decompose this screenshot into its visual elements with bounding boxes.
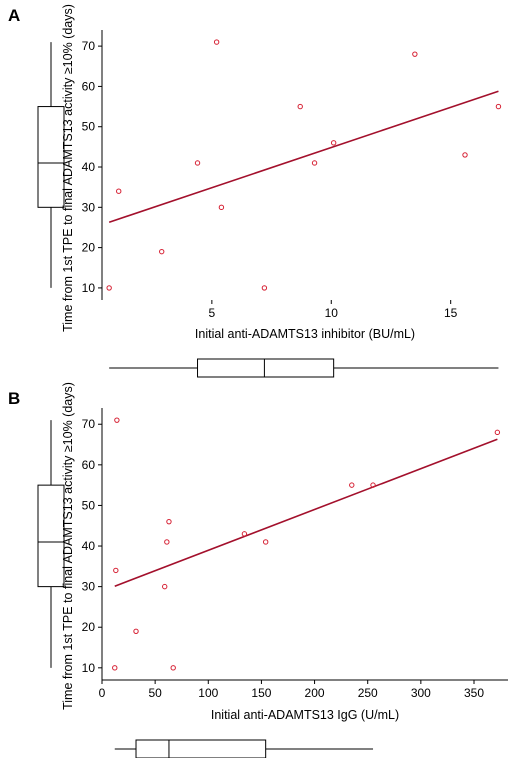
panel-a: A Time from 1st TPE to final ADAMTS13 ac… — [8, 4, 502, 378]
panel-b-label: B — [8, 389, 20, 408]
panel-a-data-point — [462, 152, 468, 158]
panel-b-x-tick-label: 350 — [464, 686, 484, 700]
panel-b-data-point — [133, 628, 139, 634]
panel-a-data-point — [330, 140, 337, 146]
panel-a-data-point — [159, 248, 165, 255]
panel-b-plot-area: 10 20 30 40 50 60 70 0 50 100 150 200 250 300 350 — [82, 408, 508, 700]
panel-b-data-point — [112, 665, 118, 671]
panel-a-y-tick-label: 30 — [82, 200, 96, 214]
panel-a-x-tick-label: 5 — [209, 306, 216, 320]
panel-b-y-tick-label: 60 — [82, 458, 96, 472]
panel-a-y-boxplot-box — [37, 106, 65, 208]
panel-b-data-point — [170, 665, 176, 671]
panel-a-data-point — [261, 285, 268, 291]
panel-a-y-tick-label: 10 — [82, 281, 96, 295]
panel-a-plot-area: 10 20 30 40 50 60 70 5 10 15 — [82, 30, 502, 320]
panel-a-x-boxplot — [109, 358, 499, 378]
panel-b-data-point — [241, 531, 248, 537]
panel-a-y-axis-title: Time from 1st TPE to final ADAMTS13 acti… — [61, 4, 75, 332]
panel-b-x-tick-label: 150 — [251, 686, 271, 700]
panel-a-regression-line — [108, 90, 499, 223]
panel-b-x-axis-title: Initial anti-ADAMTS13 IgG (U/mL) — [211, 708, 399, 722]
panel-a-data-point — [194, 160, 201, 166]
panel-b-data-point — [370, 482, 376, 488]
panel-b-x-boxplot — [114, 739, 374, 759]
panel-a-y-tick-label: 20 — [82, 241, 96, 255]
panel-b-y-tick-label: 70 — [82, 417, 96, 431]
panel-b-x-boxplot-box — [135, 739, 267, 759]
panel-b-y-tick-label: 20 — [82, 620, 96, 634]
panel-a-data-point — [297, 103, 303, 110]
panel-a-data-point — [218, 204, 225, 211]
panel-b-data-point — [162, 583, 168, 590]
panel-b-y-tick-label: 40 — [82, 539, 96, 553]
panel-a-y-tick-label: 50 — [82, 120, 96, 134]
panel-b-data-point — [494, 429, 501, 436]
panel-b-x-tick-label: 300 — [411, 686, 431, 700]
panel-b-x-tick-label: 200 — [305, 686, 325, 700]
panel-a-data-point — [311, 160, 318, 166]
panel-b-data-point — [113, 567, 119, 574]
panel-b-x-tick-label: 100 — [198, 686, 218, 700]
panel-a-y-tick-label: 70 — [82, 39, 96, 53]
panel-a-y-tick-label: 60 — [82, 79, 96, 93]
panel-a-label: A — [8, 6, 20, 25]
panel-b-data-point — [262, 539, 269, 545]
panel-b-x-tick-label: 250 — [358, 686, 378, 700]
panel-a-x-axis-title: Initial anti-ADAMTS13 inhibitor (BU/mL) — [195, 327, 415, 341]
panel-a-data-point — [106, 285, 112, 291]
panel-a-y-tick-label: 40 — [82, 160, 96, 174]
panel-b-x-tick-label: 0 — [99, 686, 106, 700]
panel-b-data-point — [164, 539, 170, 545]
panel-b-y-boxplot — [37, 420, 65, 668]
panel-a-x-boxplot-box — [197, 358, 335, 378]
panel-b-y-axis-title: Time from 1st TPE to final ADAMTS13 acti… — [61, 382, 75, 710]
panel-b-data-point — [114, 417, 120, 423]
panel-b-y-boxplot-box — [37, 484, 65, 588]
panel-b: B Time from 1st TPE to final ADAMTS13 ac… — [8, 382, 508, 759]
panel-b-data-point — [349, 482, 355, 488]
panel-a-data-point — [213, 39, 220, 45]
panel-a-x-tick-label: 15 — [444, 306, 458, 320]
panel-b-y-tick-label: 30 — [82, 580, 96, 594]
panel-b-y-tick-label: 10 — [82, 661, 96, 675]
panel-b-data-point — [166, 518, 172, 525]
panel-a-x-tick-label: 10 — [325, 306, 339, 320]
panel-b-x-tick-label: 50 — [148, 686, 162, 700]
panel-a-data-point — [412, 51, 418, 57]
panel-b-y-tick-label: 50 — [82, 498, 96, 512]
panel-a-data-point — [495, 103, 502, 110]
panel-a-data-point — [116, 188, 122, 194]
panel-b-regression-line — [114, 438, 498, 587]
panel-a-y-boxplot — [37, 42, 65, 288]
